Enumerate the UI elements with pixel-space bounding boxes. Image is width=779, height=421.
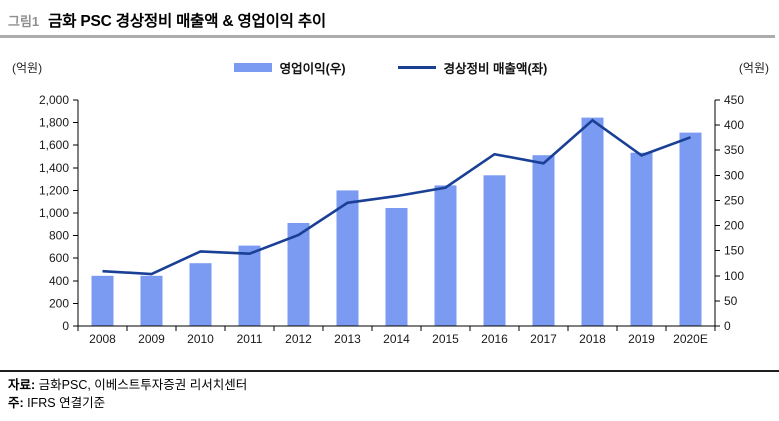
x-axis-label: 2013	[334, 332, 361, 346]
x-axis-label: 2012	[285, 332, 312, 346]
y-axis-left-tick-label: 200	[49, 296, 69, 310]
legend: 영업이익(우) 경상정비 매출액(좌)	[82, 58, 699, 77]
y-axis-left-tick-label: 0	[62, 319, 69, 333]
x-axis-label: 2014	[383, 332, 410, 346]
y-axis-left-tick-label: 600	[49, 251, 69, 265]
legend-label-maintenance-revenue: 경상정비 매출액(좌)	[443, 61, 548, 76]
y-axis-right-tick-label: 50	[724, 294, 738, 308]
y-axis-right-tick-label: 0	[724, 319, 731, 333]
figure-titlebar: 그림1 금화 PSC 경상정비 매출액 & 영업이익 추이	[0, 0, 779, 31]
x-axis-label: 2008	[89, 332, 116, 346]
right-axis-unit-label: (억원)	[738, 60, 769, 75]
y-axis-left-tick-label: 1,000	[39, 206, 69, 220]
left-axis-unit-label: (억원)	[12, 60, 43, 75]
title-divider	[0, 35, 775, 38]
bar-2010	[189, 263, 212, 326]
y-axis-left-tick-label: 2,000	[39, 93, 69, 107]
bar-2016	[483, 175, 506, 326]
y-axis-right-tick-label: 450	[724, 93, 744, 107]
bar-series-swatch-icon	[233, 62, 272, 72]
bar-2011	[238, 245, 261, 326]
y-axis-left-tick-label: 1,800	[39, 116, 69, 130]
y-axis-left-tick-label: 1,600	[39, 138, 69, 152]
legend-item-maintenance-revenue: 경상정비 매출액(좌)	[397, 58, 548, 77]
y-axis-left-tick-label: 400	[49, 274, 69, 288]
bar-2008	[91, 275, 114, 326]
x-axis-label: 2017	[530, 332, 557, 346]
x-axis-label: 2019	[628, 332, 655, 346]
source-line: 자료: 금화PSC, 이베스트투자증권 리서치센터	[8, 376, 771, 394]
y-axis-right-tick-label: 400	[724, 118, 744, 132]
y-axis-left-tick-label: 800	[49, 229, 69, 243]
x-axis-label: 2010	[187, 332, 214, 346]
y-axis-right-tick-label: 200	[724, 219, 744, 233]
chart-header: (억원) 영업이익(우) 경상정비 매출액(좌) (억원)	[0, 58, 779, 76]
y-axis-left-tick-label: 1,400	[39, 161, 69, 175]
legend-item-operating-profit: 영업이익(우)	[233, 58, 346, 77]
y-axis-right-tick-label: 300	[724, 168, 744, 182]
note-label: 주:	[8, 396, 24, 410]
y-axis-right-tick-label: 150	[724, 244, 744, 258]
y-axis-right-tick-label: 250	[724, 193, 744, 207]
x-axis-label: 2020E	[673, 332, 708, 346]
bar-2018	[581, 117, 604, 326]
x-axis-label: 2016	[481, 332, 508, 346]
maintenance-revenue-line	[102, 118, 691, 276]
page-title: 금화 PSC 경상정비 매출액 & 영업이익 추이	[48, 13, 326, 30]
bar-2009	[140, 275, 163, 326]
y-axis-left-tick-label: 1,200	[39, 183, 69, 197]
bar-2012	[287, 223, 310, 326]
note-line: 주: IFRS 연결기준	[8, 394, 771, 412]
bar-2015	[434, 185, 457, 326]
x-axis-label: 2011	[237, 332, 263, 346]
x-axis-label: 2018	[579, 332, 606, 346]
source-label: 자료:	[8, 378, 36, 392]
y-axis-right-tick-label: 350	[724, 143, 744, 157]
bar-2014	[385, 208, 408, 326]
bar-2019	[630, 152, 653, 326]
x-axis-label: 2015	[432, 332, 459, 346]
chart-footer: 자료: 금화PSC, 이베스트투자증권 리서치센터 주: IFRS 연결기준	[0, 370, 779, 412]
note-text: IFRS 연결기준	[27, 396, 106, 410]
bar-2020E	[679, 132, 702, 326]
y-axis-right-tick-label: 100	[724, 269, 744, 283]
bar-2017	[532, 155, 555, 326]
x-axis-label: 2009	[138, 332, 165, 346]
bar-2013	[336, 190, 359, 326]
line-series-swatch-icon	[397, 65, 436, 69]
legend-label-operating-profit: 영업이익(우)	[279, 61, 346, 76]
source-text: 금화PSC, 이베스트투자증권 리서치센터	[38, 378, 248, 392]
figure-tag: 그림1	[8, 14, 40, 29]
combo-chart: 0 200 400 600 800 1,000 1,200 1,400 1,600 1,800 2,…	[39, 93, 744, 346]
